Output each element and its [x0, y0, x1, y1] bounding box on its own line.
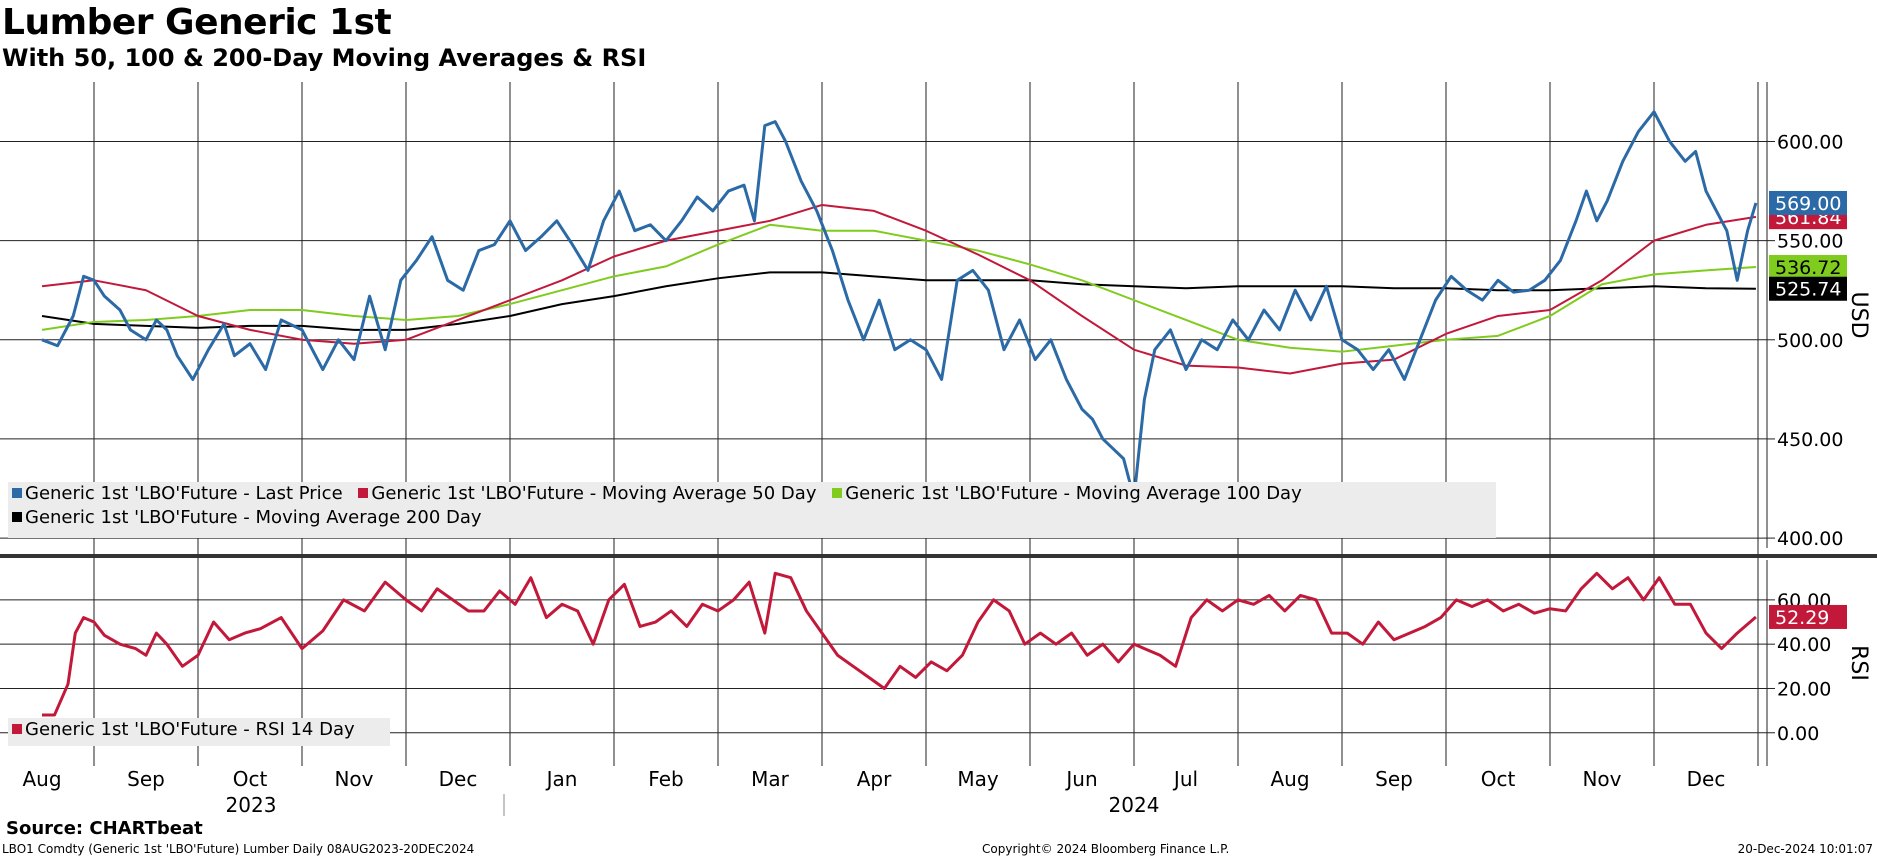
x-month-label: Feb	[648, 767, 683, 791]
last-value-label-ma200: 525.74	[1775, 279, 1841, 301]
legend-swatch-ma100	[832, 488, 843, 498]
rsi-y-tick-label: 0.00	[1777, 723, 1819, 745]
footer-ticker-info: LBO1 Comdty (Generic 1st 'LBO'Future) Lu…	[2, 842, 475, 856]
x-month-label: Oct	[1481, 767, 1516, 791]
x-month-label: Jun	[1064, 767, 1097, 791]
last-value-label-ma100: 536.72	[1775, 257, 1841, 279]
series-line-rsi	[42, 571, 1757, 717]
legend-item-ma100: Generic 1st 'LBO'Future - Moving Average…	[832, 482, 1302, 506]
x-month-label: Jan	[545, 767, 578, 791]
price-y-tick-label: 550.00	[1777, 231, 1843, 253]
last-value-tag-ma200	[1769, 276, 1847, 301]
x-month-label: Nov	[1582, 767, 1621, 791]
legend-swatch-last-price	[12, 488, 22, 498]
x-month-label: Sep	[1375, 767, 1413, 791]
x-month-label: Aug	[1270, 767, 1309, 791]
last-value-label-last_price: 569.00	[1775, 193, 1841, 215]
x-month-label: Dec	[1687, 767, 1726, 791]
price-y-tick-label: 450.00	[1777, 429, 1843, 451]
x-month-label: May	[957, 767, 999, 791]
price-y-tick-label: 600.00	[1777, 131, 1843, 153]
last-value-label-rsi: 52.29	[1775, 607, 1829, 629]
legend-item-rsi: Generic 1st 'LBO'Future - RSI 14 Day	[12, 718, 355, 742]
legend-label-ma100: Generic 1st 'LBO'Future - Moving Average…	[845, 483, 1302, 504]
legend-label-rsi: Generic 1st 'LBO'Future - RSI 14 Day	[25, 719, 355, 740]
legend-item-last-price: Generic 1st 'LBO'Future - Last Price	[12, 482, 343, 506]
rsi-legend: Generic 1st 'LBO'Future - RSI 14 Day	[8, 718, 390, 746]
footer-copyright: Copyright© 2024 Bloomberg Finance L.P.	[982, 842, 1230, 856]
x-month-label: Mar	[751, 767, 790, 791]
x-year-label: 2024	[1109, 793, 1160, 817]
x-month-label: Jul	[1172, 767, 1198, 791]
legend-label-ma50: Generic 1st 'LBO'Future - Moving Average…	[371, 483, 817, 504]
price-y-tick-label: 500.00	[1777, 330, 1843, 352]
legend-label-last-price: Generic 1st 'LBO'Future - Last Price	[25, 483, 343, 504]
last-value-tag-last_price	[1769, 190, 1847, 215]
legend-swatch-ma50	[358, 488, 369, 498]
x-month-label: Dec	[439, 767, 478, 791]
series-line-ma100	[41, 223, 1756, 353]
legend-item-ma50: Generic 1st 'LBO'Future - Moving Average…	[358, 482, 816, 506]
legend-swatch-rsi	[12, 724, 22, 734]
last-value-tag-ma100	[1769, 254, 1847, 279]
rsi-axis-label: RSI	[1846, 645, 1871, 681]
price-axis-label: USD	[1846, 291, 1871, 338]
price-legend: Generic 1st 'LBO'Future - Last Price Gen…	[8, 482, 1496, 538]
rsi-y-tick-label: 40.00	[1777, 634, 1831, 656]
rsi-y-tick-label: 20.00	[1777, 678, 1831, 700]
price-y-tick-label: 400.00	[1777, 528, 1843, 550]
legend-swatch-ma200	[12, 512, 22, 522]
chart-subtitle: With 50, 100 & 200-Day Moving Averages &…	[2, 44, 647, 72]
legend-label-ma200: Generic 1st 'LBO'Future - Moving Average…	[25, 507, 482, 528]
last-value-tag-rsi	[1769, 604, 1847, 629]
series-line-last_price	[41, 110, 1758, 500]
x-year-label: 2023	[226, 793, 277, 817]
x-month-label: Aug	[22, 767, 61, 791]
x-month-label: Sep	[127, 767, 165, 791]
series-line-ma200	[41, 271, 1756, 331]
x-month-label: Nov	[334, 767, 373, 791]
footer-timestamp: 20-Dec-2024 10:01:07	[1737, 842, 1873, 856]
series-line-ma50	[41, 203, 1757, 375]
x-month-label: Oct	[233, 767, 268, 791]
source-note: Source: CHARTbeat	[6, 818, 203, 839]
legend-item-ma200: Generic 1st 'LBO'Future - Moving Average…	[12, 506, 482, 530]
x-month-label: Apr	[857, 767, 892, 791]
chart-title: Lumber Generic 1st	[2, 2, 392, 43]
